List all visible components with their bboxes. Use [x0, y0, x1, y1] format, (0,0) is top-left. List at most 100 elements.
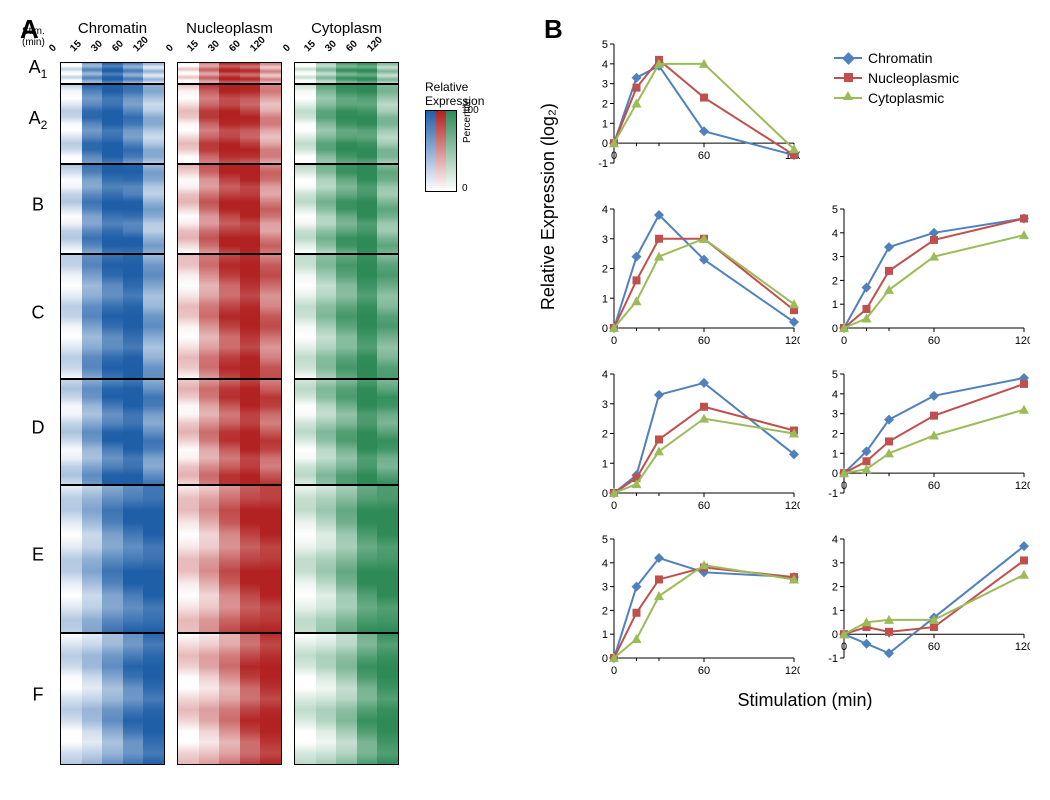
heatmap-cell — [102, 255, 123, 378]
heatmap-cell — [123, 63, 144, 83]
svg-text:2: 2 — [602, 605, 608, 617]
heatmap-cell — [199, 255, 220, 378]
heatmap-body — [60, 62, 165, 765]
heatmap-cell — [316, 165, 337, 253]
heatmap-cell — [357, 380, 378, 484]
legend-label: Cytoplasmic — [868, 90, 944, 106]
series-legend: Chromatin Nucleoplasmic Cytoplasmic — [834, 50, 959, 110]
svg-text:4: 4 — [602, 369, 608, 381]
heatmap-cell — [295, 63, 316, 83]
legend-bars: 100 0 Percentile — [425, 110, 457, 192]
heatmap-cell — [240, 255, 261, 378]
heatmap-cell — [316, 486, 337, 632]
legend-item-cytoplasm: Cytoplasmic — [834, 90, 959, 106]
heatmap-col-chromatin: Chromatin0153060120 — [60, 20, 165, 765]
svg-text:4: 4 — [832, 534, 838, 546]
heatmap-cell — [61, 165, 82, 253]
cluster-label: C — [20, 302, 56, 323]
heatmap-cell — [102, 85, 123, 163]
svg-text:1: 1 — [602, 458, 608, 470]
svg-text:0: 0 — [841, 335, 847, 347]
heatmap-cell — [240, 380, 261, 484]
heatmap-cell — [357, 165, 378, 253]
svg-text:60: 60 — [698, 150, 710, 162]
heatmap-cell — [377, 165, 398, 253]
svg-text:3: 3 — [602, 234, 608, 246]
svg-text:0: 0 — [841, 480, 847, 492]
heatmap-cell — [316, 63, 337, 83]
svg-text:60: 60 — [928, 641, 940, 653]
legend-bar — [446, 111, 456, 191]
svg-text:60: 60 — [698, 665, 710, 677]
heatmap-cell — [357, 63, 378, 83]
svg-text:3: 3 — [602, 582, 608, 594]
heatmap-cell — [336, 380, 357, 484]
heatmap-cell — [102, 486, 123, 632]
chart-4: -1012345060120 — [810, 366, 1030, 521]
heatmap-cell — [199, 380, 220, 484]
chart-grid: -101234506012001234060120012345060120012… — [580, 36, 1030, 686]
svg-text:120: 120 — [785, 335, 800, 347]
svg-text:0: 0 — [832, 468, 838, 480]
heatmap-cell — [260, 634, 281, 764]
heatmap-cell — [123, 634, 144, 764]
svg-text:5: 5 — [832, 204, 838, 216]
heatmap-cell — [61, 380, 82, 484]
heatmap-cell — [82, 85, 103, 163]
heatmap-cell — [102, 380, 123, 484]
panel-a: A Stim.(min) Chromatin0153060120Nucleopl… — [20, 20, 534, 765]
heatmap-cell — [143, 165, 164, 253]
heatmap-cell — [61, 63, 82, 83]
heatmap-cell — [316, 255, 337, 378]
heatmap-cell — [123, 486, 144, 632]
svg-text:4: 4 — [602, 59, 608, 71]
panel-b-label: B — [544, 14, 563, 45]
svg-text:3: 3 — [602, 399, 608, 411]
square-icon — [834, 77, 862, 79]
svg-text:0: 0 — [602, 323, 608, 335]
y-axis-title: Relative Expression (log₂) — [538, 103, 559, 310]
heatmap-cell — [295, 85, 316, 163]
cluster-label: B — [20, 195, 56, 216]
heatmap-cell — [240, 85, 261, 163]
heatmap-cell — [260, 165, 281, 253]
heatmap-cell — [357, 486, 378, 632]
svg-text:3: 3 — [602, 79, 608, 91]
heatmap-cell — [102, 634, 123, 764]
svg-text:-1: -1 — [598, 158, 608, 170]
heatmap-cell — [61, 634, 82, 764]
svg-text:-1: -1 — [828, 653, 838, 665]
svg-text:60: 60 — [928, 335, 940, 347]
heatmap-cluster — [177, 485, 282, 633]
heatmap-cell — [61, 85, 82, 163]
heatmap-cell — [82, 255, 103, 378]
heatmap-cell — [82, 634, 103, 764]
heatmap-cell — [240, 63, 261, 83]
heatmap-cell — [336, 634, 357, 764]
svg-text:2: 2 — [832, 582, 838, 594]
legend-min: 0 — [462, 183, 468, 194]
diamond-icon — [834, 57, 862, 59]
heatmap-cluster — [177, 164, 282, 254]
heatmap-cell — [260, 486, 281, 632]
heatmap-col-cytoplasm: Cytoplasm0153060120 — [294, 20, 399, 765]
chart-holder: -1012345060120 — [580, 36, 800, 191]
cluster-label: F — [20, 685, 56, 706]
heatmap-cell — [82, 486, 103, 632]
heatmap-col-nucleoplasm: Nucleoplasm0153060120 — [177, 20, 282, 765]
heatmap-cluster — [294, 379, 399, 485]
heatmap-cell — [295, 634, 316, 764]
heatmap-cell — [123, 85, 144, 163]
heatmap-cluster — [177, 84, 282, 164]
svg-text:0: 0 — [611, 335, 617, 347]
heatmap-cluster — [177, 62, 282, 84]
heatmap-cell — [377, 255, 398, 378]
svg-text:1: 1 — [602, 118, 608, 130]
heatmap-cell — [82, 165, 103, 253]
chart-holder: 01234060120 — [580, 201, 800, 356]
heatmap-cell — [316, 634, 337, 764]
heatmap-cell — [178, 634, 199, 764]
svg-text:0: 0 — [841, 641, 847, 653]
chart-3: 01234060120 — [580, 366, 800, 521]
heatmap-cell — [336, 486, 357, 632]
